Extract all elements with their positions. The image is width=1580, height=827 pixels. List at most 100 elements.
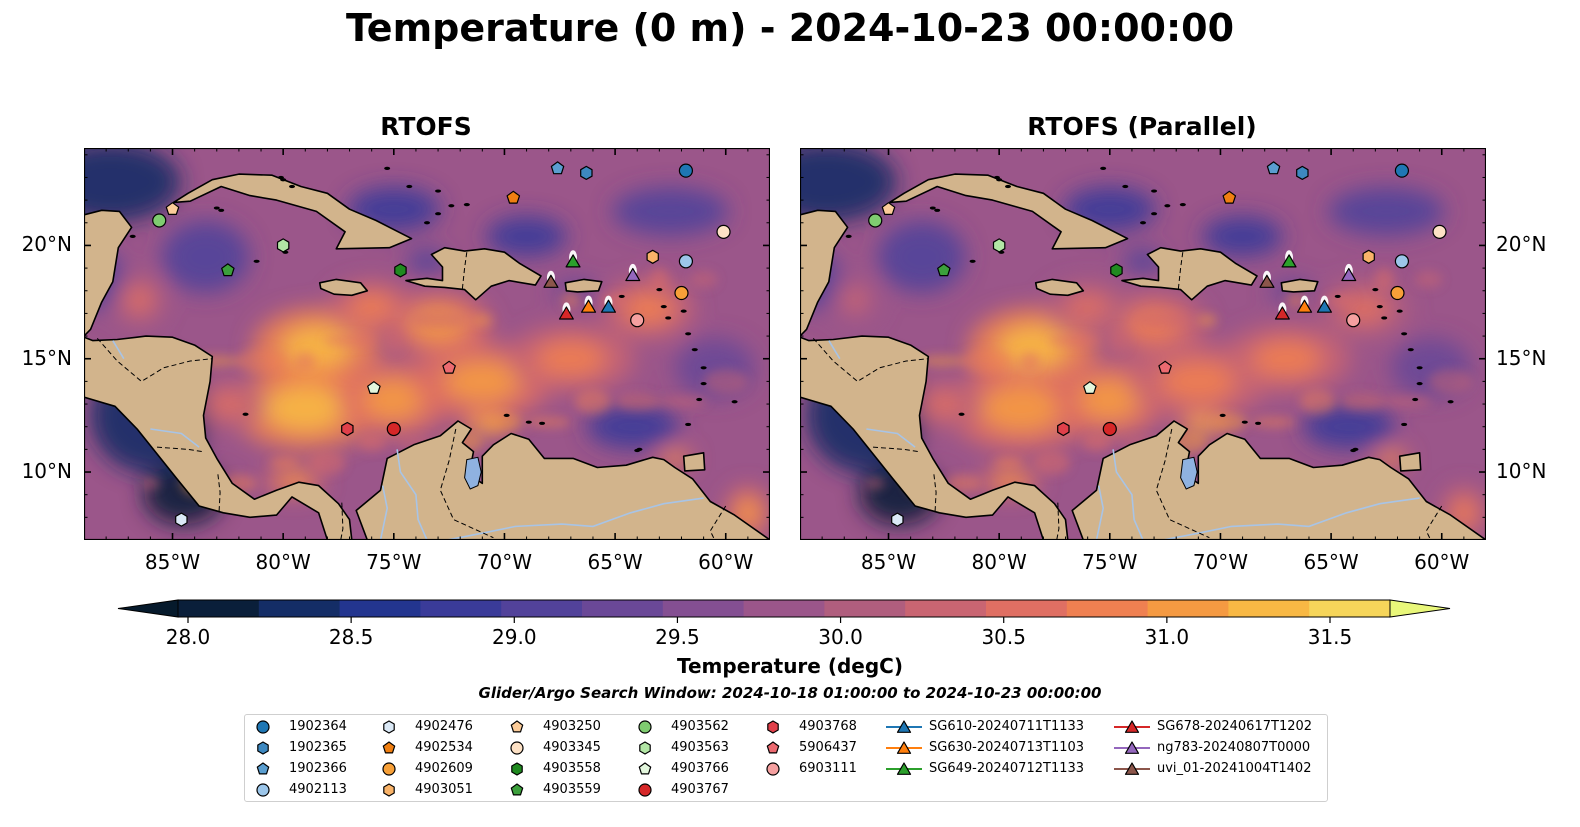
small-island	[218, 208, 225, 212]
colorbar-tick-label: 29.5	[655, 625, 700, 649]
small-island	[685, 332, 692, 336]
argo-float-4903559[interactable]	[221, 263, 235, 277]
legend-label: 1902366	[289, 761, 347, 776]
panel-title-rtofs: RTOFS	[380, 112, 472, 141]
warm-water-core	[1251, 340, 1323, 378]
country-border	[96, 337, 213, 383]
argo-float-4903768[interactable]	[1057, 421, 1070, 437]
platform-markers[interactable]	[152, 161, 731, 527]
lon-tick-label: 60°W	[1414, 550, 1470, 574]
argo-float-4903563[interactable]	[276, 238, 290, 253]
small-island	[539, 421, 546, 425]
legend-label: ng783-20240807T0000	[1157, 740, 1311, 755]
eddy-detail	[655, 395, 708, 408]
land-puerto_rico	[1280, 278, 1319, 293]
warm-water-core	[1189, 418, 1216, 431]
glider-SG678-20240617T1202[interactable]	[558, 306, 574, 320]
legend-marker	[511, 762, 523, 776]
colorbar-under-arrow	[117, 599, 179, 618]
argo-float-4902476[interactable]	[175, 512, 188, 527]
legend-marker	[383, 783, 395, 797]
argo-float-4903345[interactable]	[1432, 224, 1447, 239]
argo-float-4903250[interactable]	[165, 202, 180, 216]
legend-label: 5906437	[799, 740, 857, 755]
argo-float-6903111[interactable]	[630, 313, 645, 328]
argo-float-6903111[interactable]	[1346, 313, 1361, 328]
platform-markers[interactable]	[868, 161, 1447, 527]
argo-float-4902609[interactable]	[674, 285, 689, 301]
eddy-detail	[1340, 392, 1385, 411]
argo-float-4903767[interactable]	[386, 421, 401, 437]
eddy-detail	[309, 450, 346, 475]
argo-float-4903563[interactable]	[992, 238, 1006, 253]
glider-SG649-20240712T1133[interactable]	[1281, 254, 1297, 268]
glider-SG610-20240711T1133[interactable]	[1316, 299, 1333, 313]
eddy-detail	[412, 311, 465, 330]
argo-float-4902113[interactable]	[678, 254, 694, 269]
land-south_america	[1071, 420, 1486, 540]
argo-float-4903562[interactable]	[868, 213, 883, 228]
argo-float-4903345[interactable]	[716, 224, 731, 239]
argo-float-4902113[interactable]	[1394, 254, 1410, 269]
legend-marker	[886, 741, 922, 754]
glider-SG649-20240712T1133[interactable]	[565, 254, 581, 268]
colorbar-tick-label: 28.0	[166, 625, 211, 649]
argo-float-4903558[interactable]	[394, 263, 407, 278]
eddy-detail	[1299, 389, 1336, 414]
glider-SG630-20240713T1103[interactable]	[1297, 299, 1313, 313]
legend-marker-shape	[510, 783, 524, 796]
argo-float-1902365[interactable]	[580, 165, 593, 180]
argo-float-1902364[interactable]	[1394, 163, 1410, 178]
river	[1095, 485, 1105, 540]
river	[150, 428, 200, 448]
glider-uvi_01-20241004T1402[interactable]	[543, 274, 559, 288]
argo-float-5906437[interactable]	[1158, 360, 1172, 374]
argo-float-4902534[interactable]	[506, 190, 521, 204]
argo-float-4902609[interactable]	[1390, 285, 1405, 301]
cool-water-patch	[1302, 404, 1395, 449]
argo-float-4902476[interactable]	[891, 512, 904, 527]
argo-float-1902364[interactable]	[678, 163, 694, 178]
small-island	[696, 397, 703, 402]
argo-float-1902366[interactable]	[550, 161, 565, 175]
glider-uvi_01-20241004T1402[interactable]	[1259, 274, 1275, 288]
glider-SG630-20240713T1103[interactable]	[581, 299, 597, 313]
legend-marker	[383, 720, 395, 734]
argo-float-4903250[interactable]	[881, 202, 896, 216]
argo-float-1902366[interactable]	[1266, 161, 1281, 175]
small-island	[700, 382, 707, 386]
legend-marker-shape	[383, 783, 395, 797]
cool-water-patch	[486, 216, 567, 257]
colorbar-tick-label: 31.5	[1308, 625, 1353, 649]
argo-float-4902534[interactable]	[1222, 190, 1237, 204]
argo-float-4903766[interactable]	[367, 381, 381, 394]
glider-SG610-20240711T1133[interactable]	[600, 299, 617, 313]
sea-temperature-field	[84, 148, 770, 539]
glider-ng783-20240807T0000[interactable]	[1341, 267, 1357, 282]
small-island	[1396, 309, 1403, 313]
legend-marker	[510, 783, 524, 796]
map-panel-rtofs-parallel[interactable]	[800, 148, 1486, 540]
argo-float-4903562[interactable]	[152, 213, 167, 228]
small-island	[845, 234, 852, 238]
argo-float-4903051[interactable]	[646, 249, 659, 264]
small-island	[1401, 332, 1408, 336]
small-island	[463, 203, 470, 207]
map-panel-rtofs[interactable]	[84, 148, 770, 540]
glider-SG678-20240617T1202[interactable]	[1274, 306, 1290, 320]
argo-float-4903766[interactable]	[1083, 381, 1097, 394]
colorbar-tick-label: 28.5	[329, 625, 374, 649]
legend-marker	[886, 720, 922, 733]
argo-float-4903559[interactable]	[937, 263, 951, 277]
argo-float-4903767[interactable]	[1102, 421, 1117, 437]
legend-marker-shape	[638, 720, 652, 734]
glider-ng783-20240807T0000[interactable]	[625, 267, 641, 282]
argo-float-4903051[interactable]	[1362, 249, 1375, 264]
argo-float-5906437[interactable]	[442, 360, 456, 374]
argo-float-1902365[interactable]	[1296, 165, 1309, 180]
small-island	[448, 204, 455, 208]
cool-water-patch	[800, 148, 897, 222]
lon-tick-label: 65°W	[1303, 550, 1359, 574]
argo-float-4903558[interactable]	[1110, 263, 1123, 278]
argo-float-4903768[interactable]	[341, 421, 354, 437]
